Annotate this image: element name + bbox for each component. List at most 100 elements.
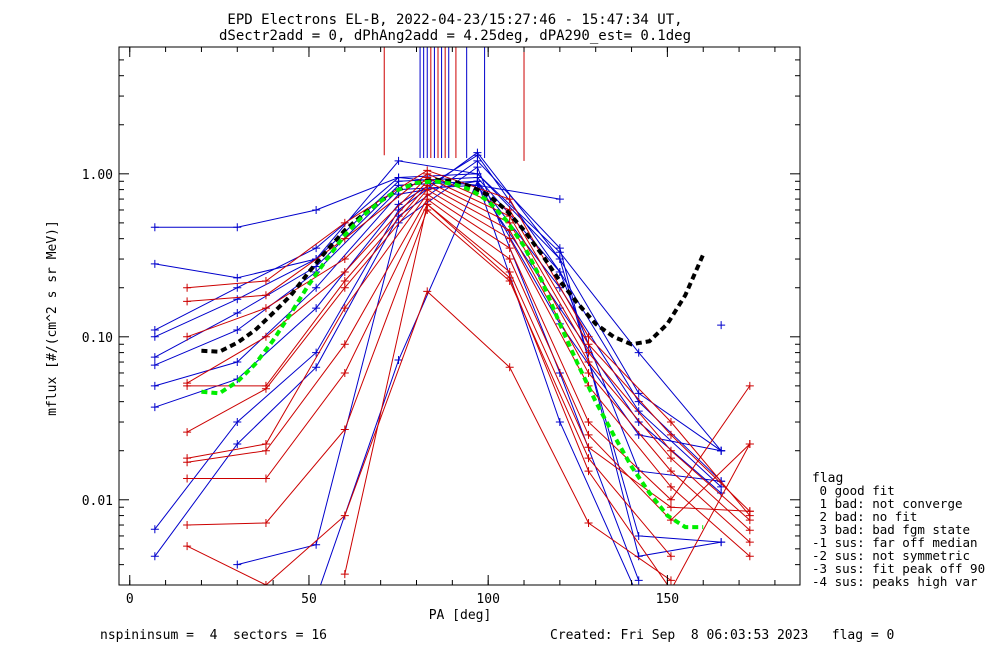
data-point (340, 283, 349, 292)
data-point (505, 273, 514, 282)
legend-entry: -1 sus: far off median (812, 535, 978, 550)
data-point (394, 156, 403, 165)
data-point (150, 326, 159, 335)
data-point (717, 538, 726, 547)
data-point (666, 495, 675, 504)
data-point (233, 308, 242, 317)
data-point (394, 218, 403, 227)
legend-entry: 1 bad: not converge (812, 496, 963, 511)
data-point (340, 267, 349, 276)
legend-entry: 2 bad: no fit (812, 509, 917, 524)
data-point (150, 552, 159, 561)
chart-title: EPD Electrons EL-B, 2022-04-23/15:27:46 … (227, 12, 682, 28)
data-point (473, 177, 482, 186)
data-point (183, 458, 192, 467)
data-point (261, 332, 270, 341)
data-point (150, 361, 159, 370)
data-point (261, 384, 270, 393)
legend-entry: -3 sus: fit peak off 90 (812, 561, 985, 576)
data-point (233, 295, 242, 304)
series-line-21 (187, 203, 750, 512)
data-point (150, 353, 159, 362)
data-point (666, 576, 675, 585)
data-point (233, 273, 242, 282)
data-point (717, 446, 726, 455)
axis-layer: 0 50 100 150 0.01 0.10 1.00 (82, 46, 801, 607)
data-point (717, 321, 726, 330)
footer-left: nspininsum = 4 sectors = 16 (100, 628, 327, 643)
data-point (584, 418, 593, 427)
data-point (505, 234, 514, 243)
data-point (584, 454, 593, 463)
fit-layer (201, 177, 706, 530)
series-line-24 (344, 203, 751, 585)
x-tick-label: 0 (126, 592, 134, 607)
legend-entry: 3 bad: bad fgm state (812, 522, 970, 537)
data-point (150, 332, 159, 341)
data-point (666, 446, 675, 455)
series-line-10 (237, 166, 640, 581)
data-point (745, 526, 754, 535)
data-point (183, 474, 192, 483)
data-point (634, 576, 643, 585)
data-point (183, 521, 192, 530)
data-point (584, 332, 593, 341)
data-point (340, 276, 349, 285)
series-line-2 (154, 173, 722, 452)
data-point (635, 594, 643, 602)
data-point (340, 304, 349, 313)
data-point (394, 356, 403, 365)
data-point (183, 542, 192, 551)
data-point (505, 195, 514, 204)
data-point (312, 304, 321, 313)
data-point (584, 467, 593, 476)
data-point (473, 148, 482, 157)
data-point (183, 332, 192, 341)
data-point (634, 418, 643, 427)
series-line-17 (187, 184, 751, 543)
data-point (261, 446, 270, 455)
x-tick-label: 50 (301, 592, 317, 607)
legend-title: flag (812, 471, 843, 486)
data-point (745, 439, 754, 448)
data-point (505, 255, 514, 264)
data-point (150, 525, 159, 534)
data-point (312, 283, 321, 292)
data-point (423, 287, 432, 296)
series-line-15 (186, 176, 751, 521)
series-line-1 (154, 160, 722, 452)
data-point (666, 552, 675, 561)
data-point (233, 439, 242, 448)
data-point (555, 195, 564, 204)
data-point (745, 507, 754, 516)
legend-entry: -2 sus: not symmetric (812, 548, 970, 563)
data-point (150, 223, 159, 232)
data-point (666, 503, 675, 512)
data-point (666, 467, 675, 476)
y-axis-label: mflux [#/(cm^2 s sr MeV)] (45, 220, 60, 416)
data-point (505, 363, 514, 372)
data-point (340, 368, 349, 377)
plot-frame (118, 46, 801, 586)
legend: flag 0 good fit 1 bad: not converge 2 ba… (812, 471, 985, 589)
data-point (233, 283, 242, 292)
data-point (555, 244, 564, 253)
footer-right: Created: Fri Sep 8 06:03:53 2023 flag = … (550, 628, 894, 643)
data-point (233, 326, 242, 335)
data-point (473, 163, 482, 172)
data-point (666, 482, 675, 491)
data-point (261, 291, 270, 300)
data-point (634, 531, 643, 540)
data-point (745, 538, 754, 547)
series-line-18 (186, 188, 751, 557)
y-tick-label: 0.10 (82, 331, 113, 346)
series-layer (150, 148, 754, 602)
x-tick-label: 100 (476, 592, 499, 607)
data-point (261, 439, 270, 448)
data-point (505, 244, 514, 253)
data-point (150, 259, 159, 268)
data-point (261, 519, 270, 528)
x-axis-label: PA [deg] (429, 608, 492, 623)
data-point (312, 363, 321, 372)
data-point (555, 418, 564, 427)
